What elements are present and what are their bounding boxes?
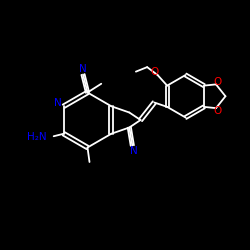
Text: O: O <box>214 106 222 116</box>
Text: O: O <box>214 77 222 87</box>
Text: N: N <box>78 64 86 74</box>
Text: H₂N: H₂N <box>26 132 46 142</box>
Text: N: N <box>130 146 138 156</box>
Text: N: N <box>54 98 62 108</box>
Text: O: O <box>150 67 159 77</box>
